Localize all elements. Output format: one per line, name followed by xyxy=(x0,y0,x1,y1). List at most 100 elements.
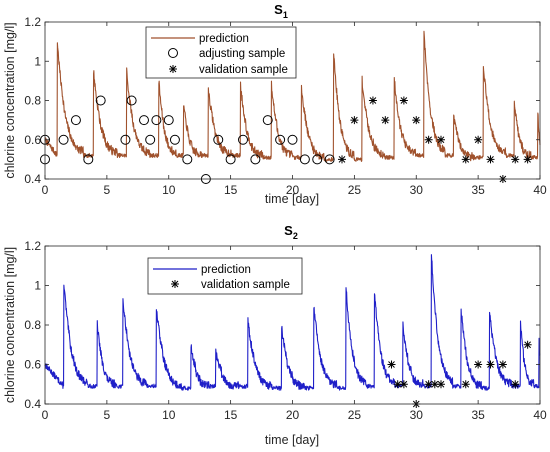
chart-s1-adjusting-point xyxy=(151,115,162,126)
chart-s1-adjusting-point xyxy=(169,134,180,145)
chart-s1-ytick-label: 1 xyxy=(34,54,41,68)
chart-s1-legend-validation-swatch xyxy=(169,65,177,73)
chart-s1-adjusting-point xyxy=(126,95,137,106)
chart-s1-adjusting-point xyxy=(275,134,286,145)
chart-s1-adjusting-point xyxy=(139,115,149,126)
chart-s1-xtick-label: 15 xyxy=(224,183,238,197)
chart-s2-xtick-label: 40 xyxy=(533,408,547,422)
chart-s1-legend-adjusting-label: adjusting sample xyxy=(199,48,285,60)
chart-s1-xtick-label: 30 xyxy=(410,183,424,197)
chart-s2-ytick-label: 1.2 xyxy=(24,239,41,253)
chart-s1-adjusting-point xyxy=(287,134,298,145)
chart-s1-adjusting-point xyxy=(70,115,81,126)
chart-s2-validation-point xyxy=(498,360,507,369)
chart-s2-ylabel: chlorine concentration [mg/l] xyxy=(3,247,17,403)
chart-s1-adjusting-point xyxy=(213,134,224,145)
chart-s1-adjusting-point xyxy=(83,154,94,165)
chart-s1-xtick-label: 40 xyxy=(533,183,547,197)
chart-s1-xtick-label: 0 xyxy=(42,183,49,197)
chart-s1-validation-point xyxy=(437,135,445,144)
chart-s1-legend-adjusting-swatch xyxy=(168,48,178,58)
chart-s2-xtick-label: 30 xyxy=(410,408,424,422)
chart-s1-xtick-label: 20 xyxy=(286,183,300,197)
chart-s1-validation-point xyxy=(412,116,421,125)
chart-s1-adjusting-point xyxy=(250,154,261,165)
chart-s2-ytick-label: 0.4 xyxy=(24,397,41,411)
chart-s2-xtick-label: 0 xyxy=(42,408,49,422)
chart-s2-validation-point xyxy=(437,380,445,389)
chart-s1-prediction-line xyxy=(44,30,541,162)
chart-s2-ytick-label: 0.8 xyxy=(24,318,41,332)
chart-s1-xlabel: time [day] xyxy=(265,192,319,206)
chart-s1-xtick-label: 5 xyxy=(104,183,111,197)
chart-s1-xtick-label: 25 xyxy=(348,183,362,197)
chart-s1-validation-point xyxy=(338,155,346,164)
chart-s2-xtick-label: 15 xyxy=(224,408,238,422)
chart-s1-adjusting-point xyxy=(120,134,131,145)
chart-s1-adjusting-point xyxy=(238,134,248,145)
chart-s2-marker-layer xyxy=(387,340,532,408)
chart-s1-validation-point xyxy=(474,135,483,144)
chart-s2-validation-point xyxy=(523,340,532,349)
chart-s1-ytick-label: 1.2 xyxy=(24,15,41,29)
chart-s1-adjusting-point xyxy=(262,115,273,126)
chart-s1-xtick-label: 10 xyxy=(162,183,176,197)
chart-s2-xtick-label: 20 xyxy=(286,408,300,422)
chart-s2-legend: prediction validation sample xyxy=(147,257,303,295)
chart-s2-validation-point xyxy=(461,380,470,389)
chart-s2-xlabel: time [day] xyxy=(265,433,319,447)
chart-s2-xtick-label: 10 xyxy=(162,408,176,422)
chart-s1-adjusting-point xyxy=(58,134,69,145)
chart-s2-validation-point xyxy=(399,380,408,389)
chart-s2-xtick-label: 35 xyxy=(471,408,485,422)
chart-s1-title: S1 xyxy=(274,2,288,20)
chart-s2-xtick-label: 25 xyxy=(348,408,362,422)
chart-s2-ytick-label: 0.6 xyxy=(24,358,41,372)
chart-s1-adjusting-point xyxy=(324,154,335,165)
chart-s1-line-layer xyxy=(44,30,541,162)
chart-s2: S2 0 5 10 15 20 25 30 35 40 0.4 0.6 0.8 1 1.2 time [d… xyxy=(3,223,547,447)
chart-s1-validation-point xyxy=(523,155,532,164)
chart-s1-xtick-label: 35 xyxy=(471,183,485,197)
chart-s2-line-layer xyxy=(44,254,541,391)
chart-s1-adjusting-point xyxy=(312,154,323,165)
chart-s2-validation-point xyxy=(511,380,520,389)
chart-s2-xtick-label: 5 xyxy=(104,408,111,422)
chart-s2-legend-box xyxy=(147,257,303,295)
chart-s2-ytick-label: 1 xyxy=(34,279,41,293)
chart-s1-adjusting-point xyxy=(299,154,310,165)
chart-s1-ytick-label: 0.4 xyxy=(24,172,41,186)
chart-s1-adjusting-point xyxy=(182,154,193,165)
chart-s1-validation-point xyxy=(486,155,495,164)
chart-s1-legend: prediction adjusting sample validation s… xyxy=(145,26,297,79)
chart-s1-adjusting-point xyxy=(145,134,156,145)
chart-s1-legend-validation-label: validation sample xyxy=(199,64,288,76)
chart-s1-adjusting-point xyxy=(95,95,106,106)
chart-s1-validation-point xyxy=(350,116,359,125)
chart-s2-validation-point xyxy=(486,360,495,369)
chart-s1-validation-point xyxy=(368,96,377,105)
chart-s1-validation-point xyxy=(511,155,520,164)
chart-s1-adjusting-point xyxy=(225,154,236,165)
chart-s1: S1 0 5 10 15 20 25 30 35 40 0.4 0.6 0.8 1 1.2 time [d… xyxy=(3,2,547,206)
chart-s1-ytick-label: 0.8 xyxy=(24,94,41,108)
chart-s1-validation-point xyxy=(399,96,408,105)
chart-s2-title: S2 xyxy=(284,223,298,241)
chart-s2-prediction-line xyxy=(44,254,541,391)
chart-s1-validation-point xyxy=(381,116,390,125)
chart-s1-ylabel: chlorine concentration [mg/l] xyxy=(3,22,17,178)
chart-s2-legend-validation-label: validation sample xyxy=(201,279,290,291)
chart-s2-legend-validation-swatch xyxy=(171,280,179,288)
chart-s1-adjusting-point xyxy=(163,115,174,126)
chart-s1-validation-point xyxy=(461,155,470,164)
chart-s1-ytick-label: 0.6 xyxy=(24,133,41,147)
chart-s1-legend-prediction-label: prediction xyxy=(199,33,249,45)
chart-s2-ticks: 0 5 10 15 20 25 30 35 40 0.4 0.6 0.8 1 1.2 xyxy=(24,239,547,422)
chart-s1-legend-box xyxy=(145,26,297,79)
chart-s1-validation-point xyxy=(424,135,433,144)
chart-s2-validation-point xyxy=(387,360,396,369)
chart-s2-legend-prediction-label: prediction xyxy=(201,264,251,276)
chart-s1-ticks: 0 5 10 15 20 25 30 35 40 0.4 0.6 0.8 1 1.2 xyxy=(24,15,547,197)
chart-s2-validation-point xyxy=(474,360,483,369)
